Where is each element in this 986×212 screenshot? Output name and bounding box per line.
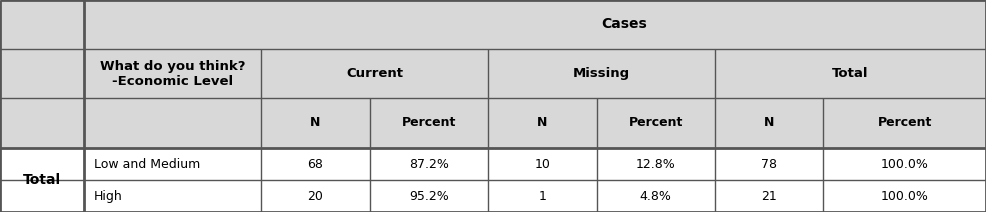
Bar bbox=[0, 0, 986, 148]
Text: Total: Total bbox=[832, 67, 869, 80]
Text: N: N bbox=[311, 116, 320, 130]
Text: 21: 21 bbox=[761, 190, 777, 203]
Text: 100.0%: 100.0% bbox=[880, 158, 929, 171]
Text: 20: 20 bbox=[308, 190, 323, 203]
Text: 1: 1 bbox=[538, 190, 546, 203]
Text: 4.8%: 4.8% bbox=[640, 190, 671, 203]
Text: High: High bbox=[94, 190, 122, 203]
Text: Current: Current bbox=[346, 67, 403, 80]
Text: Total: Total bbox=[23, 173, 61, 187]
Text: 87.2%: 87.2% bbox=[409, 158, 449, 171]
Text: 95.2%: 95.2% bbox=[409, 190, 449, 203]
Text: 10: 10 bbox=[534, 158, 550, 171]
Text: N: N bbox=[764, 116, 774, 130]
Text: Percent: Percent bbox=[401, 116, 457, 130]
Text: Cases: Cases bbox=[600, 17, 647, 31]
Text: 100.0%: 100.0% bbox=[880, 190, 929, 203]
Text: 12.8%: 12.8% bbox=[636, 158, 675, 171]
Text: 78: 78 bbox=[761, 158, 777, 171]
Text: 68: 68 bbox=[308, 158, 323, 171]
Text: N: N bbox=[537, 116, 547, 130]
Text: Percent: Percent bbox=[878, 116, 932, 130]
Text: What do you think?
-Economic Level: What do you think? -Economic Level bbox=[100, 60, 246, 88]
Text: Percent: Percent bbox=[628, 116, 683, 130]
Text: Missing: Missing bbox=[573, 67, 630, 80]
Bar bbox=[0, 148, 986, 212]
Text: Low and Medium: Low and Medium bbox=[94, 158, 200, 171]
